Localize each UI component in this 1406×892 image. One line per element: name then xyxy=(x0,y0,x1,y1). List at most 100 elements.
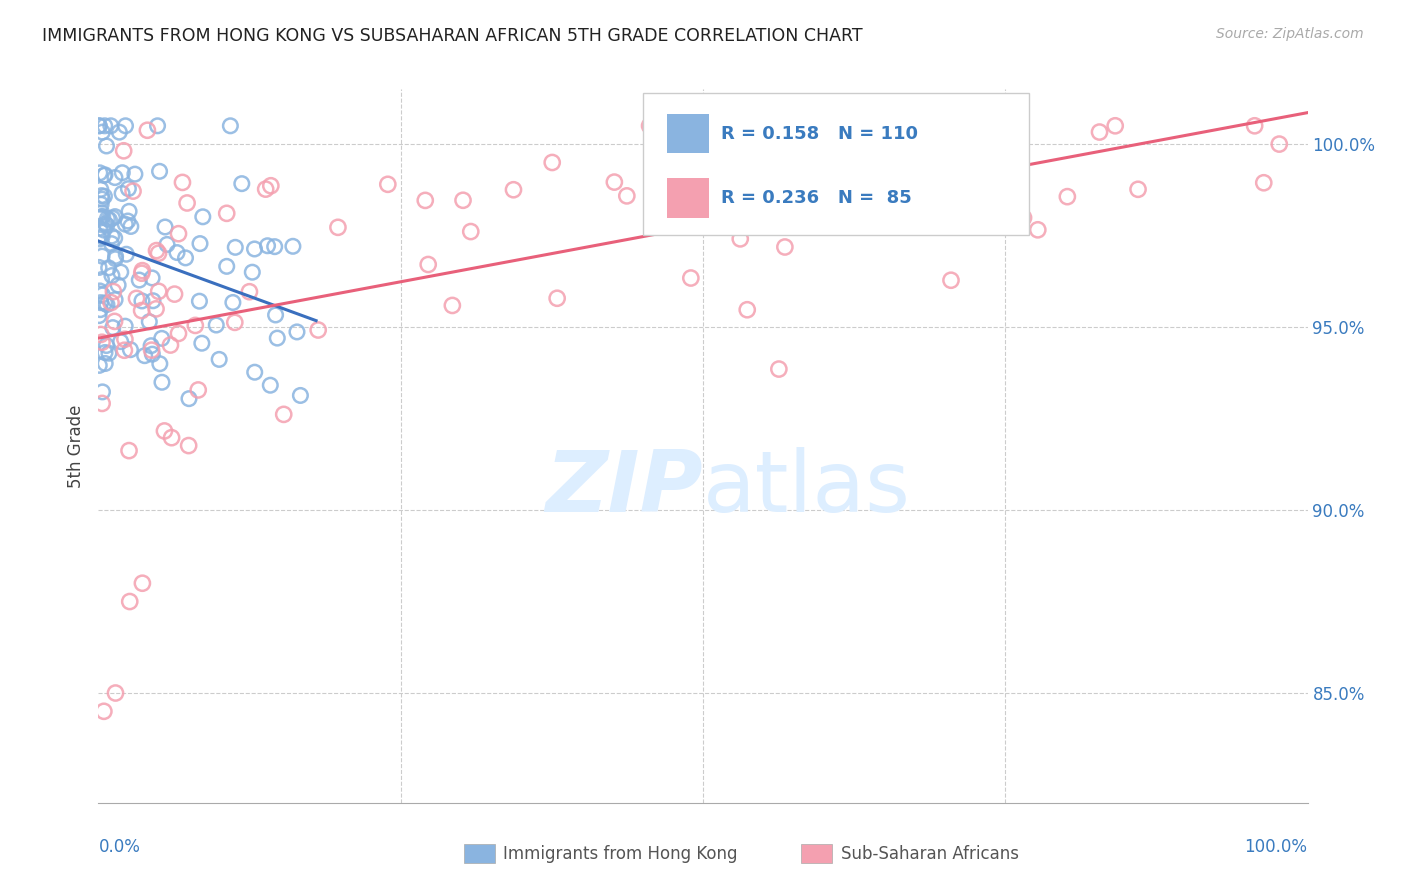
Y-axis label: 5th Grade: 5th Grade xyxy=(67,404,86,488)
Point xyxy=(159,338,181,352)
Point xyxy=(669,153,692,167)
Point xyxy=(205,318,228,332)
Point xyxy=(541,155,564,169)
Point xyxy=(146,119,169,133)
Point xyxy=(160,431,183,445)
Point xyxy=(96,297,118,311)
Point xyxy=(184,318,207,333)
Point xyxy=(91,229,114,244)
Point xyxy=(273,408,295,422)
Point xyxy=(1056,189,1078,203)
Point xyxy=(104,231,127,245)
Point xyxy=(1268,137,1291,152)
Point xyxy=(107,278,129,293)
Point xyxy=(136,123,159,137)
Bar xyxy=(666,114,709,153)
Text: atlas: atlas xyxy=(703,447,911,531)
Point xyxy=(90,327,112,342)
Point xyxy=(260,178,283,193)
Point xyxy=(841,184,863,198)
Point xyxy=(112,144,135,158)
Point xyxy=(118,204,141,219)
Point xyxy=(243,365,266,379)
Point xyxy=(285,325,308,339)
Text: IMMIGRANTS FROM HONG KONG VS SUBSAHARAN AFRICAN 5TH GRADE CORRELATION CHART: IMMIGRANTS FROM HONG KONG VS SUBSAHARAN … xyxy=(42,27,863,45)
Point xyxy=(150,331,173,345)
Point xyxy=(89,284,111,298)
Point xyxy=(91,192,114,206)
Point xyxy=(128,273,150,287)
Point xyxy=(90,210,112,224)
Point xyxy=(413,194,436,208)
Point xyxy=(898,214,921,228)
Point xyxy=(131,303,153,318)
Point xyxy=(93,119,115,133)
Point xyxy=(139,339,162,353)
Point xyxy=(156,237,179,252)
Point xyxy=(773,240,796,254)
Point xyxy=(263,240,285,254)
Text: ZIP: ZIP xyxy=(546,447,703,531)
Point xyxy=(114,217,136,231)
Text: R = 0.236   N =  85: R = 0.236 N = 85 xyxy=(721,189,912,207)
Text: Immigrants from Hong Kong: Immigrants from Hong Kong xyxy=(503,845,738,863)
Point xyxy=(111,186,134,201)
Point xyxy=(148,285,170,299)
Point xyxy=(122,184,145,198)
Point xyxy=(131,263,153,277)
Point xyxy=(153,424,176,438)
Point xyxy=(131,266,153,280)
Point xyxy=(150,376,173,390)
Point xyxy=(616,189,638,203)
Point xyxy=(962,119,984,133)
Point xyxy=(259,378,281,392)
Point xyxy=(872,127,894,141)
Point xyxy=(224,240,246,254)
Point xyxy=(104,249,127,263)
Point xyxy=(728,232,751,246)
Point xyxy=(114,119,136,133)
Point xyxy=(215,260,238,274)
Point xyxy=(112,343,135,358)
Point xyxy=(91,384,114,399)
Text: R = 0.158   N = 110: R = 0.158 N = 110 xyxy=(721,125,918,143)
Point xyxy=(1088,125,1111,139)
Point xyxy=(90,197,112,211)
Point xyxy=(114,332,136,346)
Point xyxy=(460,225,482,239)
Point xyxy=(177,439,200,453)
Point xyxy=(118,443,141,458)
Point xyxy=(240,265,263,279)
Point xyxy=(679,271,702,285)
Point xyxy=(89,221,111,235)
Point xyxy=(100,119,122,133)
Point xyxy=(131,576,153,591)
Point xyxy=(93,296,115,310)
Point xyxy=(1243,119,1265,133)
Point xyxy=(100,229,122,244)
Point xyxy=(101,268,124,283)
Point xyxy=(93,189,115,203)
Point xyxy=(91,249,114,263)
Point xyxy=(142,293,165,308)
Point xyxy=(254,182,277,196)
Point xyxy=(108,125,131,139)
Point xyxy=(125,292,148,306)
Point xyxy=(89,119,111,133)
Point xyxy=(117,181,139,195)
Point xyxy=(104,293,127,307)
Point xyxy=(166,245,188,260)
Point xyxy=(89,166,111,180)
Point xyxy=(91,125,114,139)
Point xyxy=(145,301,167,316)
Point xyxy=(141,347,163,361)
Point xyxy=(264,308,287,322)
Point xyxy=(231,177,253,191)
Point xyxy=(700,125,723,139)
Point xyxy=(94,357,117,371)
Point xyxy=(104,252,127,266)
Point xyxy=(256,239,278,253)
Point xyxy=(98,212,121,227)
Point xyxy=(441,298,464,312)
Point xyxy=(94,168,117,182)
